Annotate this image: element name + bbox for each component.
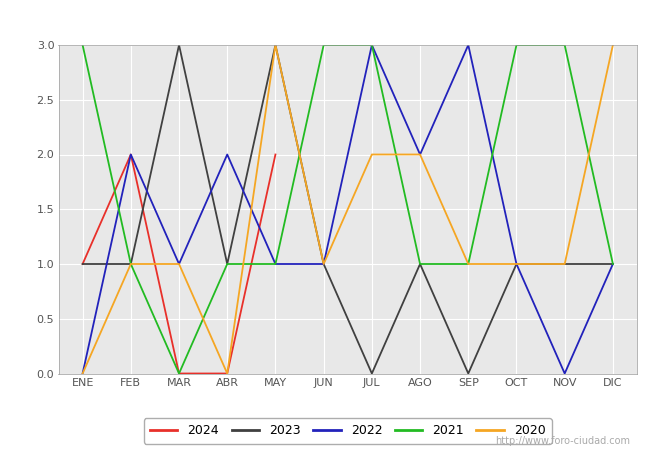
Text: http://www.foro-ciudad.com: http://www.foro-ciudad.com <box>495 436 630 446</box>
Text: Matriculaciones de Vehiculos en Ribafrecha: Matriculaciones de Vehiculos en Ribafrec… <box>145 11 505 29</box>
Legend: 2024, 2023, 2022, 2021, 2020: 2024, 2023, 2022, 2021, 2020 <box>144 418 552 444</box>
